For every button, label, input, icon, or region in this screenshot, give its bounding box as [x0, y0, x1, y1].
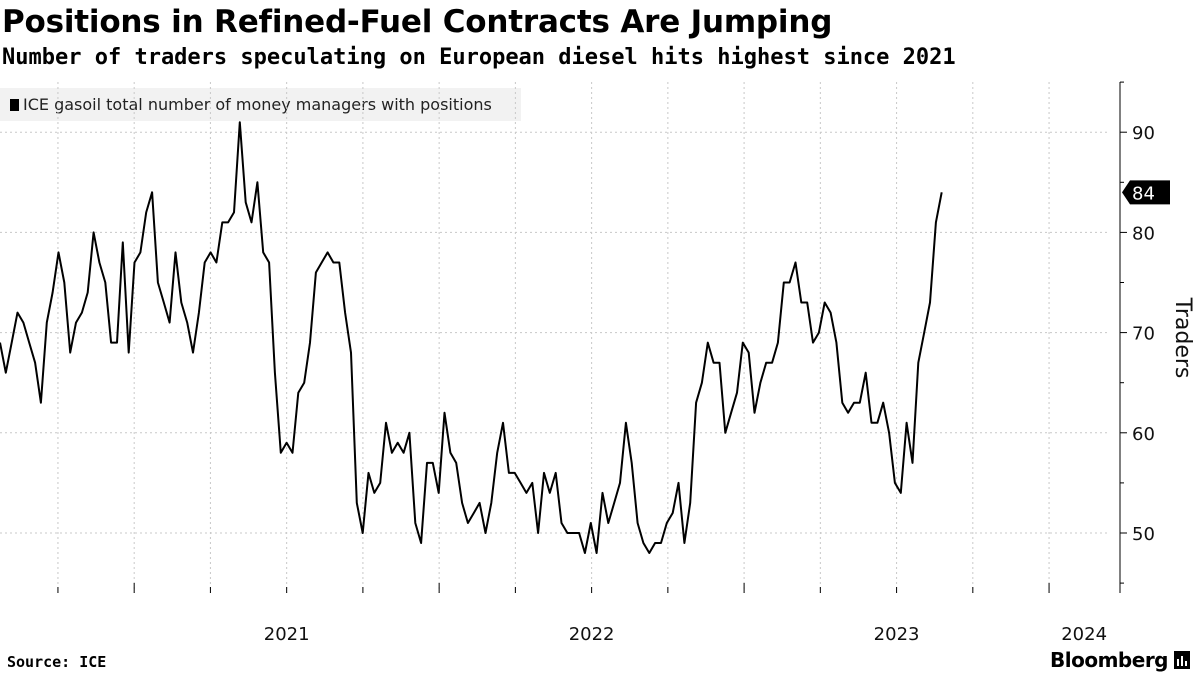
chart-subtitle: Number of traders speculating on Europea… [2, 45, 956, 70]
y-tick-label: 50 [1132, 524, 1155, 545]
bloomberg-terminal-icon [1174, 651, 1190, 669]
y-tick-label: 90 [1132, 123, 1155, 144]
x-tick-label: 2021 [264, 624, 310, 645]
x-tick-label: 2024 [1061, 624, 1107, 645]
last-value-label: 84 [1132, 183, 1155, 204]
brand: Bloomberg [1050, 648, 1190, 672]
legend-swatch [10, 98, 19, 111]
legend-label: ICE gasoil total number of money manager… [23, 95, 492, 114]
y-axis-title: Traders [1170, 297, 1195, 379]
y-tick-label: 80 [1132, 223, 1155, 244]
brand-logo-text: Bloomberg [1050, 648, 1168, 672]
last-value-badge [1122, 180, 1170, 205]
source-note: Source: ICE [7, 653, 107, 671]
chart-title: Positions in Refined-Fuel Contracts Are … [2, 4, 833, 40]
y-tick-label: 60 [1132, 424, 1155, 445]
legend: ICE gasoil total number of money manager… [0, 88, 521, 121]
x-tick-label: 2022 [569, 624, 615, 645]
series-line [0, 121, 943, 554]
y-tick-label: 70 [1132, 324, 1155, 345]
x-tick-label: 2023 [874, 624, 920, 645]
